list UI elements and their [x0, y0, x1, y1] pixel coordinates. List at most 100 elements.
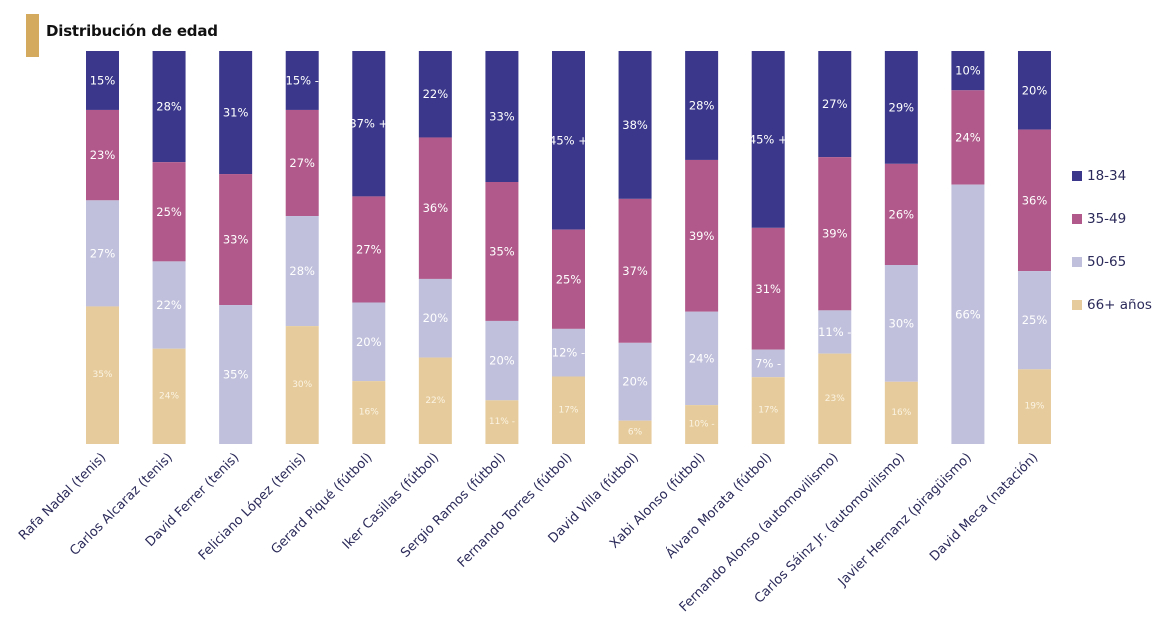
data-label: 22% [425, 396, 445, 406]
data-label: 22% [423, 87, 449, 101]
data-label: 20% [622, 375, 648, 389]
bar-sergio-ramos-futbol: 33% 35% 20% 11% - [485, 51, 519, 444]
legend-swatch-66-plus [1072, 299, 1082, 310]
bar-segment-66-anos [152, 348, 186, 444]
title-accent-bar [26, 14, 39, 57]
data-label: 23% [825, 394, 845, 404]
legend-item-66-plus: 66+ años [1072, 283, 1152, 326]
bar-segment-50-65 [86, 200, 119, 307]
bar-david-ferrer-tenis: 31% 33% 35% [219, 51, 253, 444]
data-label: 27% [356, 242, 382, 256]
data-label: 35% [489, 244, 515, 258]
data-label: 19% [1024, 402, 1044, 412]
bar-segment-50-65 [951, 184, 985, 444]
data-label: 10% [955, 64, 981, 78]
data-label: 24% [955, 130, 981, 144]
bar-segment-18-34 [551, 51, 585, 230]
bar-segment-18-34 [219, 51, 253, 175]
data-label: 29% [889, 100, 915, 114]
bar-iker-casillas-futbol: 22% 36% 20% 22% [418, 51, 452, 444]
data-label: 11% - [489, 417, 515, 427]
data-label: 17% [758, 406, 778, 416]
data-label: 28% [156, 100, 182, 114]
bar-segment-35-49 [352, 196, 386, 303]
data-label: 20% [356, 335, 382, 349]
data-label: 20% [489, 354, 515, 368]
bar-segment-66-anos [685, 405, 719, 444]
data-label: 20% [1022, 83, 1048, 97]
legend-swatch-35-49 [1072, 213, 1082, 224]
bar-segment-50-65 [219, 305, 253, 444]
x-tick-label: David Meca (natación) [927, 450, 1041, 564]
data-label: 39% [689, 229, 715, 243]
data-label: 16% [891, 408, 911, 418]
legend-item-50-65: 50-65 [1072, 240, 1152, 283]
bar-fernando-torres-futbol: 45% + 25% 12% - 17% [549, 51, 588, 444]
bar-segment-66-anos [285, 326, 319, 444]
data-label: 10% - [689, 420, 715, 430]
data-label: 24% [689, 351, 715, 365]
bar-fernando-alonso-automovilismo: 27% 39% 11% - 23% [818, 51, 851, 444]
legend-swatch-18-34 [1072, 170, 1082, 181]
data-label: 30% [889, 316, 915, 330]
bar-segment-18-34 [951, 51, 985, 91]
bar-segment-35-49 [86, 109, 119, 201]
data-label: 33% [489, 110, 515, 124]
data-label: 27% [822, 97, 848, 111]
data-label: 26% [889, 207, 915, 221]
legend-label: 66+ años [1087, 296, 1152, 313]
bar-segment-35-49 [551, 229, 585, 329]
bar-segment-66-anos [1017, 369, 1051, 444]
bar-feliciano-lopez-tenis: 15% - 27% 28% 30% [286, 51, 319, 444]
data-label: 27% [90, 246, 116, 260]
legend-item-18-34: 18-34 [1072, 154, 1152, 197]
bar-segment-35-49 [285, 109, 319, 217]
legend-item-35-49: 35-49 [1072, 197, 1152, 240]
data-label: 23% [90, 148, 116, 162]
bar-segment-66-anos [485, 400, 519, 444]
data-label: 7% - [755, 356, 781, 370]
bar-segment-35-49 [219, 174, 253, 306]
bar-segment-18-34 [352, 51, 386, 197]
data-label: 12% - [552, 346, 585, 360]
bar-segment-66-anos [418, 357, 452, 444]
bar-gerard-pique-futbol: 37% + 27% 20% 16% [349, 51, 388, 444]
bar-segment-18-34 [285, 51, 319, 110]
data-label: 37% [622, 264, 648, 278]
x-tick-label: Feliciano López (tenis) [196, 450, 309, 563]
bar-segment-50-65 [1017, 271, 1051, 370]
data-label: 24% [159, 391, 179, 401]
bar-segment-18-34 [86, 51, 119, 110]
legend: 18-34 35-49 50-65 66+ años [1072, 154, 1152, 326]
bar-segment-66-anos [818, 353, 852, 444]
bar-segment-66-anos [618, 420, 652, 444]
bar-segment-50-65 [551, 328, 585, 377]
bar-segment-66-anos [884, 381, 918, 444]
x-axis-labels: Rafa Nadal (tenis)Carlos Alcaraz (tenis)… [16, 450, 1041, 616]
data-label: 35% [223, 368, 249, 382]
bar-rafa-nadal-tenis: 15% 23% 27% 35% [86, 51, 119, 444]
data-label: 25% [1022, 313, 1048, 327]
data-label: 33% [223, 233, 249, 247]
bar-segment-66-anos [751, 377, 785, 444]
data-label: 6% [628, 427, 643, 437]
bar-segment-35-49 [152, 162, 186, 262]
bar-segment-18-34 [818, 51, 852, 158]
legend-label: 35-49 [1087, 210, 1127, 227]
data-label: 45% + [749, 132, 788, 146]
bar-xabi-alonso-futbol: 28% 39% 24% 10% - [685, 51, 719, 444]
data-label: 36% [1022, 193, 1048, 207]
data-label: 22% [156, 298, 182, 312]
data-label: 15% - [286, 73, 319, 87]
x-tick-label: Álvaro Morata (fútbol) [663, 450, 775, 562]
data-label: 25% [556, 272, 582, 286]
bar-carlos-sainz-jr-automovilismo: 29% 26% 30% 16% [884, 51, 918, 444]
bar-segment-18-34 [152, 51, 186, 163]
bars-group: 15% 23% 27% 35% 28% 25% 22% 24% 31% 33% 35% 15% - 27… [86, 51, 1051, 444]
bar-segment-50-65 [884, 265, 918, 382]
bar-segment-66-anos [551, 376, 585, 444]
bar-segment-18-34 [751, 51, 785, 228]
bar-segment-50-65 [418, 278, 452, 358]
data-label: 31% [755, 282, 781, 296]
